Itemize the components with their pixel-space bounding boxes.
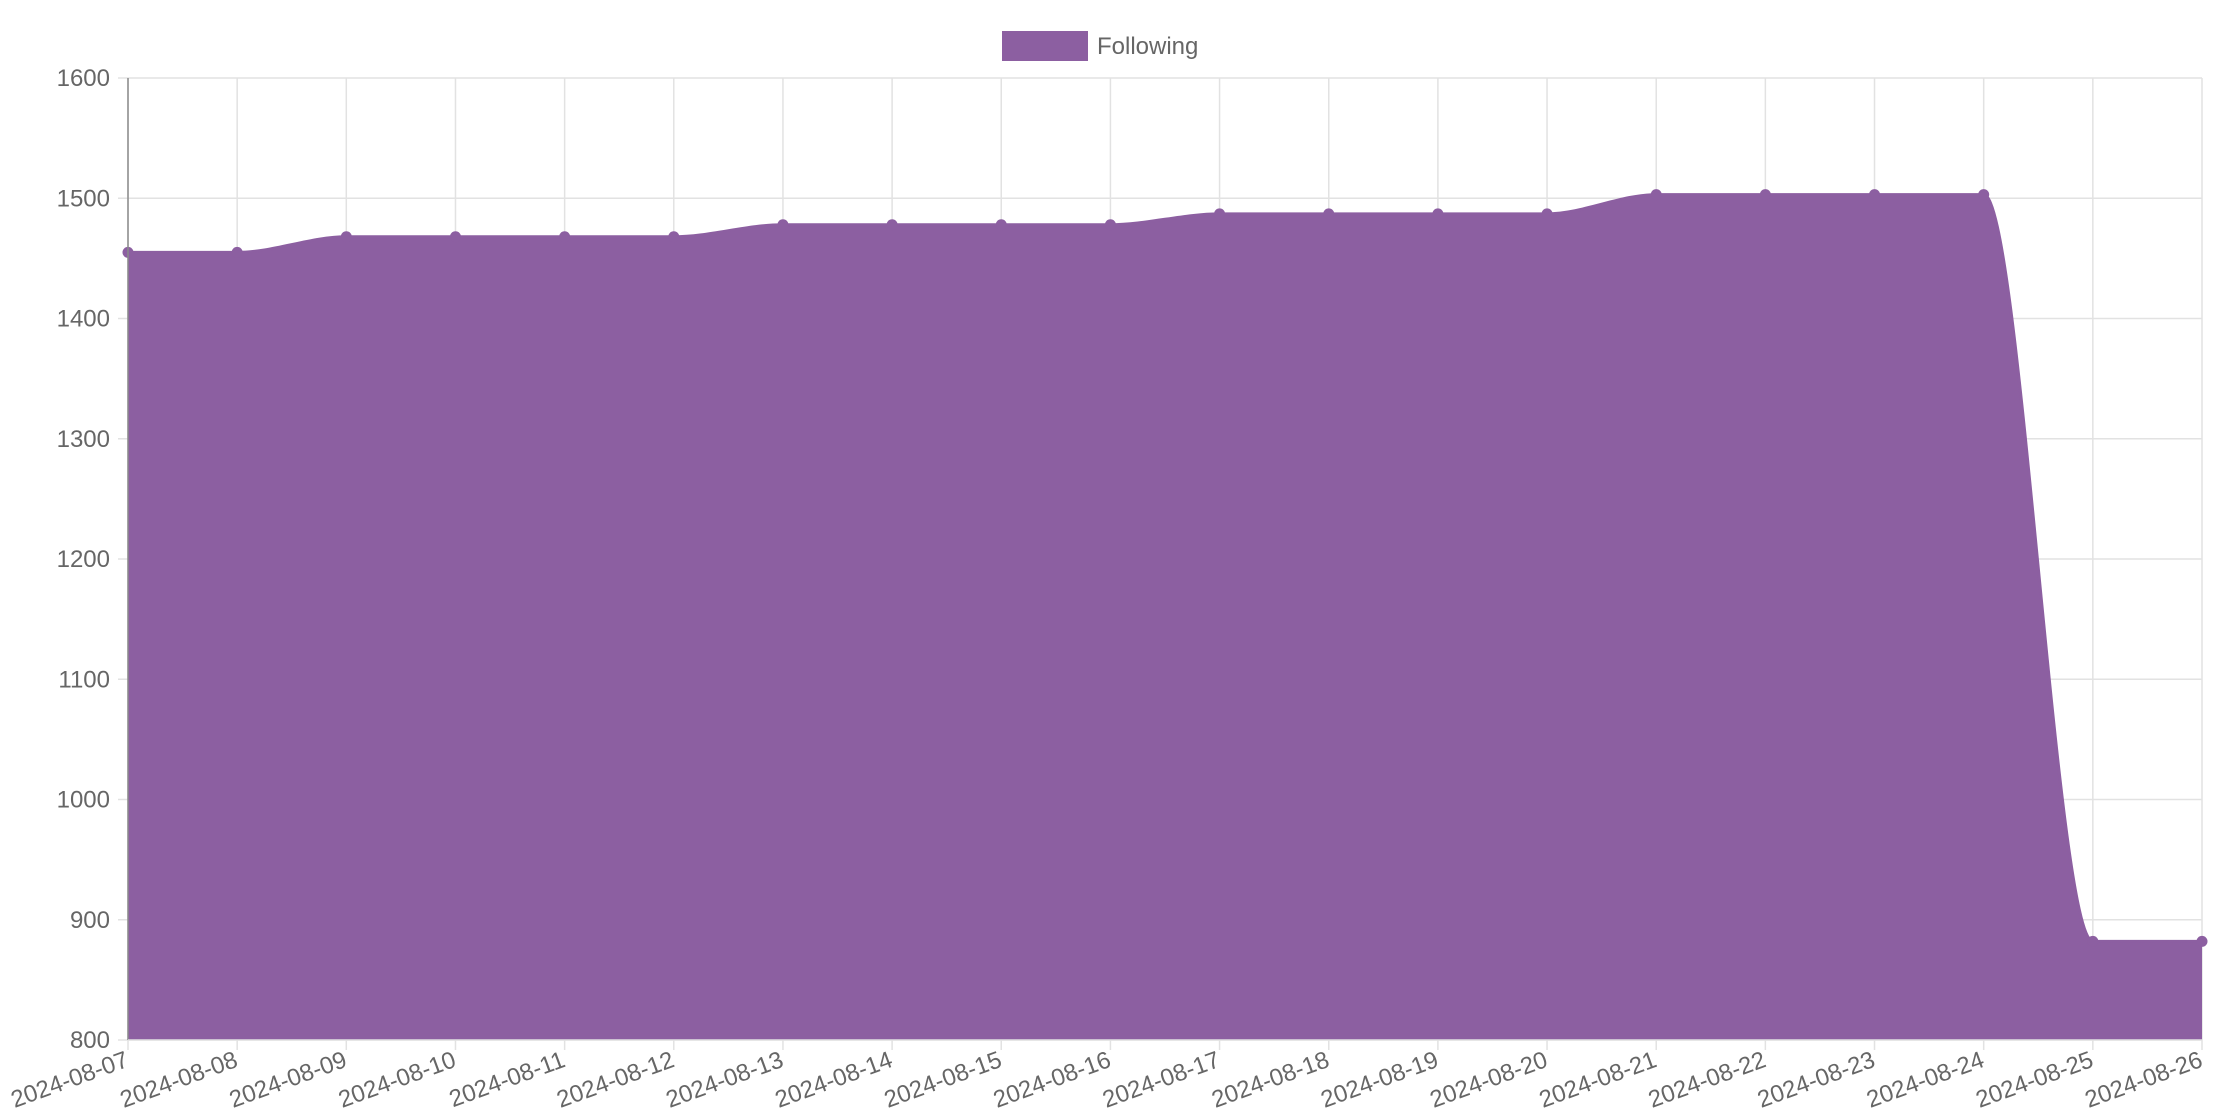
x-tick-label: 2024-08-11 — [446, 1046, 569, 1113]
data-point[interactable] — [1650, 189, 1662, 201]
data-point[interactable] — [1214, 208, 1226, 220]
data-point[interactable] — [668, 231, 680, 243]
x-tick-label: 2024-08-08 — [117, 1046, 242, 1113]
x-tick-label: 2024-08-23 — [1754, 1046, 1879, 1113]
x-tick-label: 2024-08-17 — [1099, 1046, 1224, 1113]
y-tick-label: 1400 — [57, 306, 110, 333]
x-tick-label: 2024-08-18 — [1208, 1046, 1333, 1113]
y-tick-label: 1600 — [57, 65, 110, 92]
data-point[interactable] — [559, 231, 571, 243]
legend[interactable]: Following — [1002, 31, 1198, 61]
x-tick-label: 2024-08-09 — [226, 1046, 351, 1113]
x-tick-label: 2024-08-12 — [553, 1046, 678, 1113]
x-tick-label: 2024-08-22 — [1645, 1046, 1770, 1113]
y-tick-label: 800 — [70, 1027, 110, 1054]
legend-swatch-following[interactable] — [1002, 31, 1088, 61]
x-tick-label: 2024-08-14 — [772, 1046, 897, 1113]
data-point[interactable] — [2087, 935, 2099, 947]
series-area-following — [128, 194, 2202, 1040]
data-point[interactable] — [995, 219, 1007, 231]
data-point[interactable] — [1869, 189, 1881, 201]
data-point[interactable] — [1432, 208, 1444, 220]
x-tick-label: 2024-08-15 — [881, 1046, 1006, 1113]
x-tick-label: 2024-08-19 — [1317, 1046, 1442, 1113]
y-tick-label: 1000 — [57, 787, 110, 814]
data-points — [122, 189, 2208, 947]
data-point[interactable] — [1104, 219, 1116, 231]
y-tick-label: 1500 — [57, 185, 110, 212]
x-tick-label: 2024-08-16 — [990, 1046, 1115, 1113]
y-tick-label: 1300 — [57, 426, 110, 453]
data-point[interactable] — [886, 219, 898, 231]
x-tick-label: 2024-08-07 — [7, 1046, 132, 1113]
data-point[interactable] — [777, 219, 789, 231]
y-tick-label: 1200 — [57, 546, 110, 573]
data-point[interactable] — [2196, 935, 2208, 947]
data-point[interactable] — [1541, 208, 1553, 220]
area-layer — [128, 193, 2202, 1040]
legend-label-following[interactable]: Following — [1097, 33, 1198, 60]
x-tick-label: 2024-08-20 — [1427, 1046, 1552, 1113]
y-tick-label: 900 — [70, 907, 110, 934]
x-tick-label: 2024-08-10 — [335, 1046, 460, 1113]
x-tick-label: 2024-08-24 — [1863, 1046, 1988, 1113]
data-point[interactable] — [1759, 189, 1771, 201]
data-point[interactable] — [1323, 208, 1335, 220]
x-tick-label: 2024-08-25 — [1972, 1046, 2097, 1113]
data-point[interactable] — [1978, 189, 1990, 201]
data-point[interactable] — [340, 231, 352, 243]
data-point[interactable] — [231, 246, 243, 258]
x-tick-label: 2024-08-13 — [662, 1046, 787, 1113]
x-tick-label: 2024-08-26 — [2081, 1046, 2206, 1113]
x-tick-label: 2024-08-21 — [1536, 1046, 1661, 1113]
data-point[interactable] — [449, 231, 461, 243]
y-tick-label: 1100 — [58, 666, 110, 693]
